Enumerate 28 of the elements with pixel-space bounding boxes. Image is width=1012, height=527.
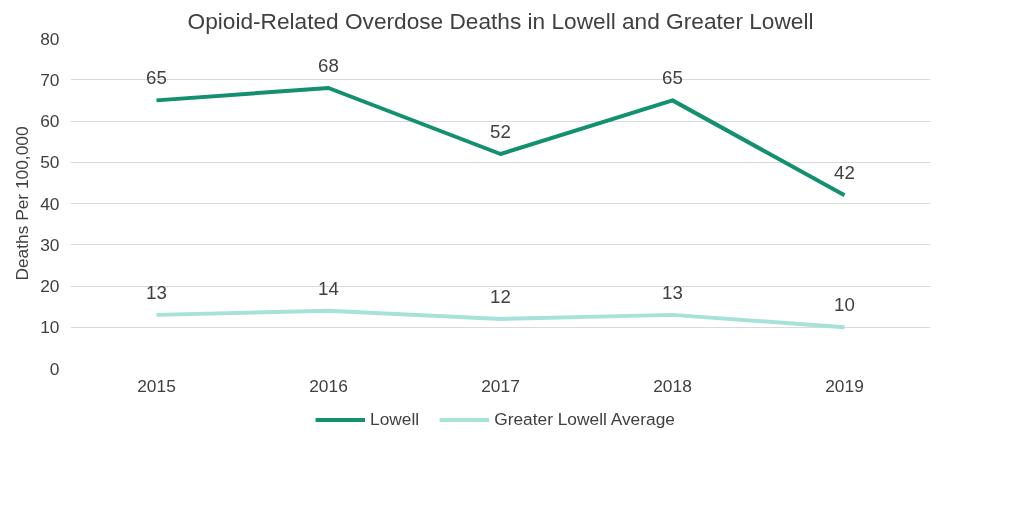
data-label: 52 (490, 121, 511, 142)
y-tick-label: 70 (40, 69, 60, 90)
x-tick-label: 2019 (825, 375, 864, 396)
data-label: 13 (662, 281, 683, 303)
y-tick-label: 30 (40, 234, 60, 255)
y-tick-label: 10 (40, 317, 60, 338)
y-tick-label: 60 (40, 111, 60, 131)
x-tick-label: 2016 (309, 375, 348, 396)
x-tick-label: 2018 (653, 375, 692, 396)
data-label: 65 (146, 67, 167, 89)
y-tick-label: 40 (40, 193, 60, 214)
legend-label: Lowell (370, 408, 420, 430)
data-label: 42 (834, 162, 855, 184)
y-tick-label: 0 (49, 358, 60, 379)
data-label: 14 (318, 277, 339, 299)
y-axis-title: Deaths Per 100,000 (12, 126, 33, 281)
y-tick-label: 50 (40, 152, 60, 173)
data-label: 13 (146, 281, 167, 303)
chart-title: Opioid-Related Overdose Deaths in Lowell and Greater Lowell (187, 7, 814, 34)
x-tick-label: 2015 (137, 375, 176, 396)
data-label: 12 (490, 286, 511, 307)
x-tick-label: 2017 (481, 375, 520, 396)
legend-label: Greater Lowell Average (494, 408, 675, 430)
data-label: 68 (318, 55, 339, 76)
y-tick-label: 20 (40, 276, 60, 296)
data-label: 10 (834, 294, 855, 316)
y-tick-label: 80 (40, 28, 60, 49)
data-label: 65 (662, 67, 683, 89)
